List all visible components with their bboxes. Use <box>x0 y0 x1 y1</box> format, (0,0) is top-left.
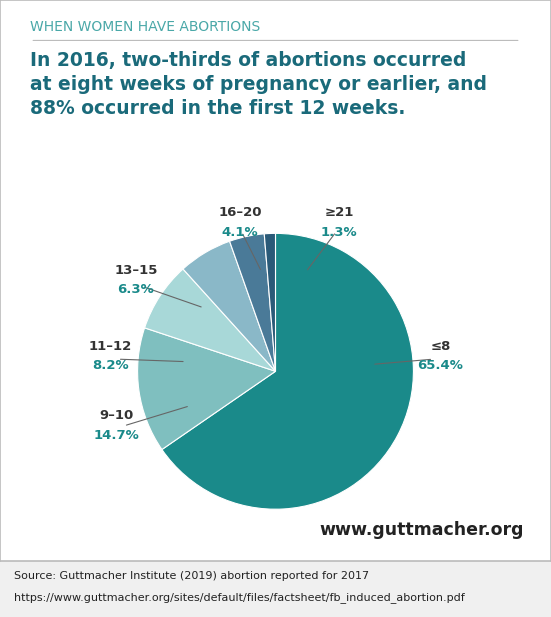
Text: 65.4%: 65.4% <box>418 359 463 372</box>
Text: 16–20: 16–20 <box>218 207 262 220</box>
Text: ≤8: ≤8 <box>430 340 451 353</box>
Wedge shape <box>162 233 413 509</box>
Text: 9–10: 9–10 <box>100 410 134 423</box>
Text: 8.2%: 8.2% <box>92 359 129 372</box>
Text: 6.3%: 6.3% <box>117 283 154 296</box>
Wedge shape <box>230 234 276 371</box>
Text: 11–12: 11–12 <box>89 340 132 353</box>
Text: https://www.guttmacher.org/sites/default/files/factsheet/fb_induced_abortion.pdf: https://www.guttmacher.org/sites/default… <box>14 592 464 603</box>
Text: In 2016, two-thirds of abortions occurred
at eight weeks of pregnancy or earlier: In 2016, two-thirds of abortions occurre… <box>30 51 487 118</box>
Text: ≥21: ≥21 <box>324 207 354 220</box>
Text: WHEN WOMEN HAVE ABORTIONS: WHEN WOMEN HAVE ABORTIONS <box>30 20 261 34</box>
Wedge shape <box>138 328 276 450</box>
Text: 13–15: 13–15 <box>114 263 158 276</box>
Text: 1.3%: 1.3% <box>321 226 357 239</box>
Wedge shape <box>144 269 276 371</box>
Wedge shape <box>183 241 276 371</box>
Text: Source: Guttmacher Institute (2019) abortion reported for 2017: Source: Guttmacher Institute (2019) abor… <box>14 571 369 581</box>
Text: 14.7%: 14.7% <box>94 429 140 442</box>
Wedge shape <box>264 233 276 371</box>
Text: www.guttmacher.org: www.guttmacher.org <box>319 521 523 539</box>
Text: 4.1%: 4.1% <box>222 226 258 239</box>
